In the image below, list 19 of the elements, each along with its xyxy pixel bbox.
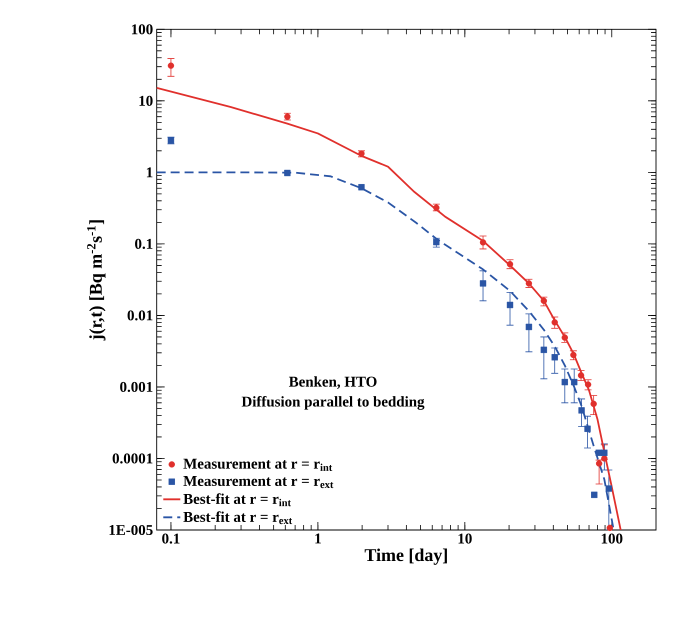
y-tick-label: 1E-005	[110, 524, 153, 536]
y-tick-label: 0.1	[135, 238, 152, 249]
y-tick-label: 0.0001	[112, 453, 152, 464]
legend-label: Best-fit at r = r$_{ext}$	[183, 511, 292, 524]
y-axis-title: j(r,t) [Bq m$^{-2}$s$^{-1}$]	[87, 220, 106, 340]
y-tick-label: 0.001	[120, 382, 152, 392]
x-tick-label: 10	[458, 534, 472, 544]
x-tick-label: 1	[315, 534, 321, 544]
y-tick-label: 0.01	[128, 310, 152, 320]
legend-label: Measurement at r = r$_{int}$	[183, 458, 332, 471]
legend-label: Measurement at r = r$_{ext}$	[183, 476, 334, 488]
x-tick-label: 0.1	[162, 534, 180, 544]
y-tick-label: 10	[139, 96, 153, 106]
legend-title: Benken, HTO Diffusion parallel to bedding	[242, 376, 424, 410]
legend-label: Best-fit at r = r$_{int}$	[183, 493, 291, 506]
x-tick-label: 100	[602, 534, 622, 544]
y-tick-label: 1	[146, 167, 152, 178]
x-axis-title: Time [day]	[364, 548, 447, 565]
y-tick-label: 100	[132, 24, 153, 34]
